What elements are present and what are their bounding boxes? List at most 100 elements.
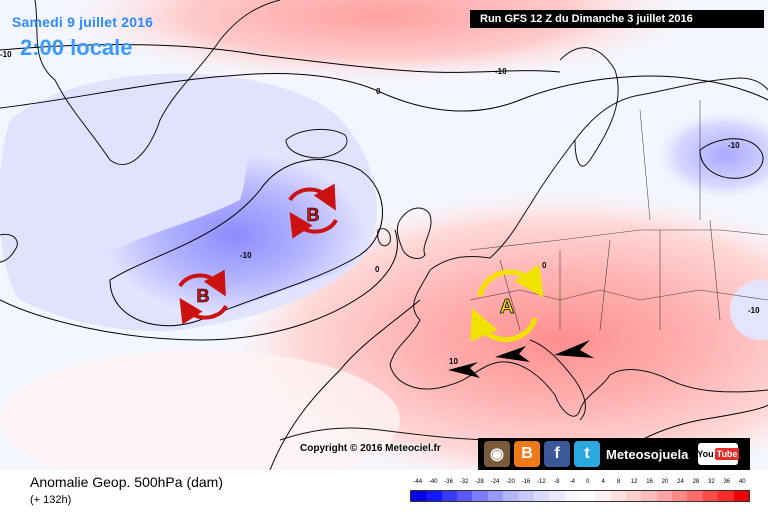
scale-swatch <box>733 491 749 501</box>
anomaly-map: -10 0 -10 0 -10 10 -10 -10 0 B B <box>0 0 768 470</box>
iceland-coast <box>285 128 348 159</box>
contour-label: -10 <box>728 141 740 150</box>
contour-label: 0 <box>542 261 547 270</box>
contour-label: -10 <box>0 50 12 59</box>
scale-swatch <box>533 491 550 501</box>
scale-tick-label: 8 <box>616 479 621 485</box>
scale-swatch <box>718 491 734 501</box>
scale-swatch <box>626 491 642 501</box>
scale-tick-label: 32 <box>708 479 715 485</box>
high-label: A <box>500 296 514 318</box>
facebook-icon[interactable]: f <box>544 441 570 467</box>
scale-swatch <box>687 491 703 501</box>
scale-tick-label: 4 <box>601 479 605 485</box>
low-label: B <box>197 286 210 306</box>
negative-anomaly-east <box>655 110 768 200</box>
blogger-icon[interactable]: B <box>514 441 540 467</box>
run-info: Run GFS 12 Z du Dimanche 3 juillet 2016 <box>470 10 764 28</box>
scale-swatch <box>487 491 504 501</box>
flow-arrow <box>554 340 594 358</box>
contour-line <box>0 229 398 341</box>
flow-arrows <box>448 340 594 378</box>
forecast-date: Samedi 9 juillet 2016 <box>12 14 154 30</box>
scale-tick-label: 12 <box>630 479 638 485</box>
scale-tick-label: -32 <box>459 479 469 485</box>
flow-arrow <box>448 362 480 378</box>
contour-labels: -10 0 -10 0 -10 10 -10 -10 0 <box>0 50 760 366</box>
coastlines <box>0 0 768 441</box>
contour-line <box>0 73 768 112</box>
lead-time: (+ 132h) <box>30 494 72 506</box>
italy-coast <box>529 339 586 421</box>
scale-tick-label: -8 <box>554 479 560 485</box>
scale-swatch <box>641 491 657 501</box>
scale-swatch <box>595 491 611 501</box>
flow-arrow <box>495 346 530 362</box>
scale-tick-labels: -44 -40 -36 -32 -28 -24 -20 -16 -12 -8 -4 0 4 8 12 16 20… <box>410 479 750 489</box>
brand-name[interactable]: Meteosojuela <box>606 446 689 462</box>
british-isles-coast <box>396 207 432 259</box>
scale-swatch <box>549 491 565 501</box>
contour-line <box>269 299 421 470</box>
twitter-icon[interactable]: t <box>574 441 600 467</box>
scale-tick-label: -24 <box>490 479 500 485</box>
scale-tick-label: -44 <box>413 479 423 485</box>
youtube-icon[interactable]: You Tube <box>697 443 740 465</box>
greenland-coast <box>34 0 281 165</box>
scale-swatch <box>518 491 534 501</box>
contour-line <box>699 138 764 179</box>
high-pressure-marker: A <box>470 264 544 343</box>
product-title: Anomalie Geop. 500hPa (dam) <box>30 474 223 490</box>
contour-line <box>0 44 561 73</box>
contour-label: 0 <box>376 87 381 96</box>
contour-label: 10 <box>449 357 458 366</box>
youtube-tube: Tube <box>714 448 740 460</box>
contours <box>0 44 768 470</box>
forecast-time: 2:00 locale <box>20 35 133 60</box>
europe-south-coast <box>389 269 768 417</box>
labrador-coast <box>0 233 18 263</box>
contour-label: -10 <box>748 306 760 315</box>
scale-swatch <box>441 491 458 501</box>
footer: Anomalie Geop. 500hPa (dam) (+ 132h) -44… <box>0 470 768 512</box>
europe-north-coast <box>429 77 768 271</box>
scale-swatch <box>411 491 427 501</box>
scale-tick-label: 40 <box>738 479 746 485</box>
border-line <box>639 100 701 221</box>
low-pressure-marker: B <box>288 183 338 239</box>
scale-tick-label: 24 <box>677 479 684 485</box>
scale-tick-label: -28 <box>475 479 484 485</box>
scale-tick-label: -16 <box>521 479 531 485</box>
contour-label: -10 <box>495 67 507 76</box>
contour-label: 0 <box>375 265 380 274</box>
low-pressure-marker: B <box>178 269 228 325</box>
scale-tick-label: -4 <box>569 479 575 485</box>
scandinavia-coast <box>559 47 619 167</box>
copyright: Copyright © 2016 Meteociel.fr <box>300 443 441 454</box>
scale-tick-label: 16 <box>646 479 653 485</box>
positive-anomaly-southwest <box>0 350 400 470</box>
map-canvas: -10 0 -10 0 -10 10 -10 -10 0 B B <box>0 0 768 470</box>
scale-swatch <box>503 491 519 501</box>
scale-swatch <box>472 491 488 501</box>
scale-tick-label: -12 <box>537 479 546 485</box>
contour-label: -10 <box>240 251 252 260</box>
scale-tick-label: 20 <box>661 479 669 485</box>
scale-tick-label: -40 <box>428 479 438 485</box>
youtube-you: You <box>697 449 714 459</box>
scale-swatch <box>457 491 473 501</box>
low-label: B <box>307 205 320 225</box>
scale-swatch <box>426 491 442 501</box>
scale-tick-label: 0 <box>586 479 590 485</box>
border-line <box>499 219 721 331</box>
scale-tick-label: -36 <box>444 479 453 485</box>
scale-swatch <box>702 491 719 501</box>
scale-swatch <box>672 491 688 501</box>
scale-swatch <box>656 491 673 501</box>
north-africa-coast <box>279 427 501 441</box>
negative-anomaly-southeast <box>730 280 768 340</box>
instagram-icon[interactable]: ◉ <box>484 441 510 467</box>
ireland-coast <box>377 228 391 247</box>
scale-swatch <box>579 491 596 501</box>
